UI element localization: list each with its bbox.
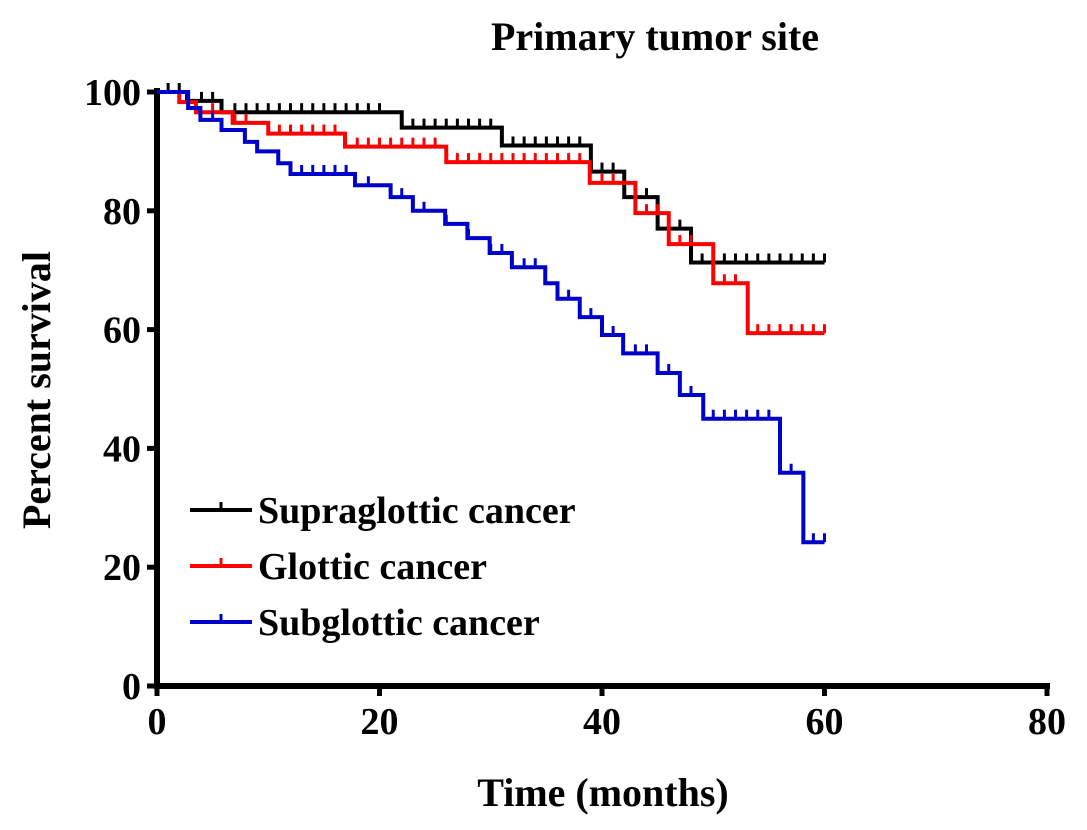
legend-item: Glottic cancer [190, 546, 487, 588]
axes: 0 20 40 60 80 100 0 20 40 60 80 [84, 72, 1066, 743]
series-subglottic-cancer [157, 90, 826, 545]
series-supraglottic-cancer [157, 83, 826, 265]
x-tick-label: 60 [806, 701, 844, 743]
y-tick-label: 0 [122, 666, 141, 708]
survival-curve [157, 90, 825, 336]
y-tick-label: 100 [84, 72, 141, 114]
x-tick-label: 0 [148, 701, 167, 743]
y-tick-label: 80 [103, 191, 141, 233]
y-tick-label: 60 [103, 310, 141, 352]
legend-label: Glottic cancer [258, 546, 487, 588]
legend-label: Supraglottic cancer [258, 490, 576, 532]
x-axis-label: Time (months) [477, 770, 728, 815]
y-axis-label: Percent survival [14, 251, 59, 529]
y-tick-label: 20 [103, 547, 141, 589]
survival-curve [157, 90, 825, 545]
x-tick-label: 80 [1028, 701, 1066, 743]
x-tick-label: 20 [361, 701, 399, 743]
x-tick-label: 40 [583, 701, 621, 743]
legend: Supraglottic cancer Glottic cancer Subglot… [190, 490, 576, 644]
series-group [157, 83, 826, 545]
series-glottic-cancer [157, 90, 826, 336]
legend-item: Supraglottic cancer [190, 490, 576, 532]
legend-item: Subglottic cancer [190, 602, 540, 644]
legend-label: Subglottic cancer [258, 602, 540, 644]
chart-title: Primary tumor site [491, 14, 819, 59]
y-tick-label: 40 [103, 428, 141, 470]
